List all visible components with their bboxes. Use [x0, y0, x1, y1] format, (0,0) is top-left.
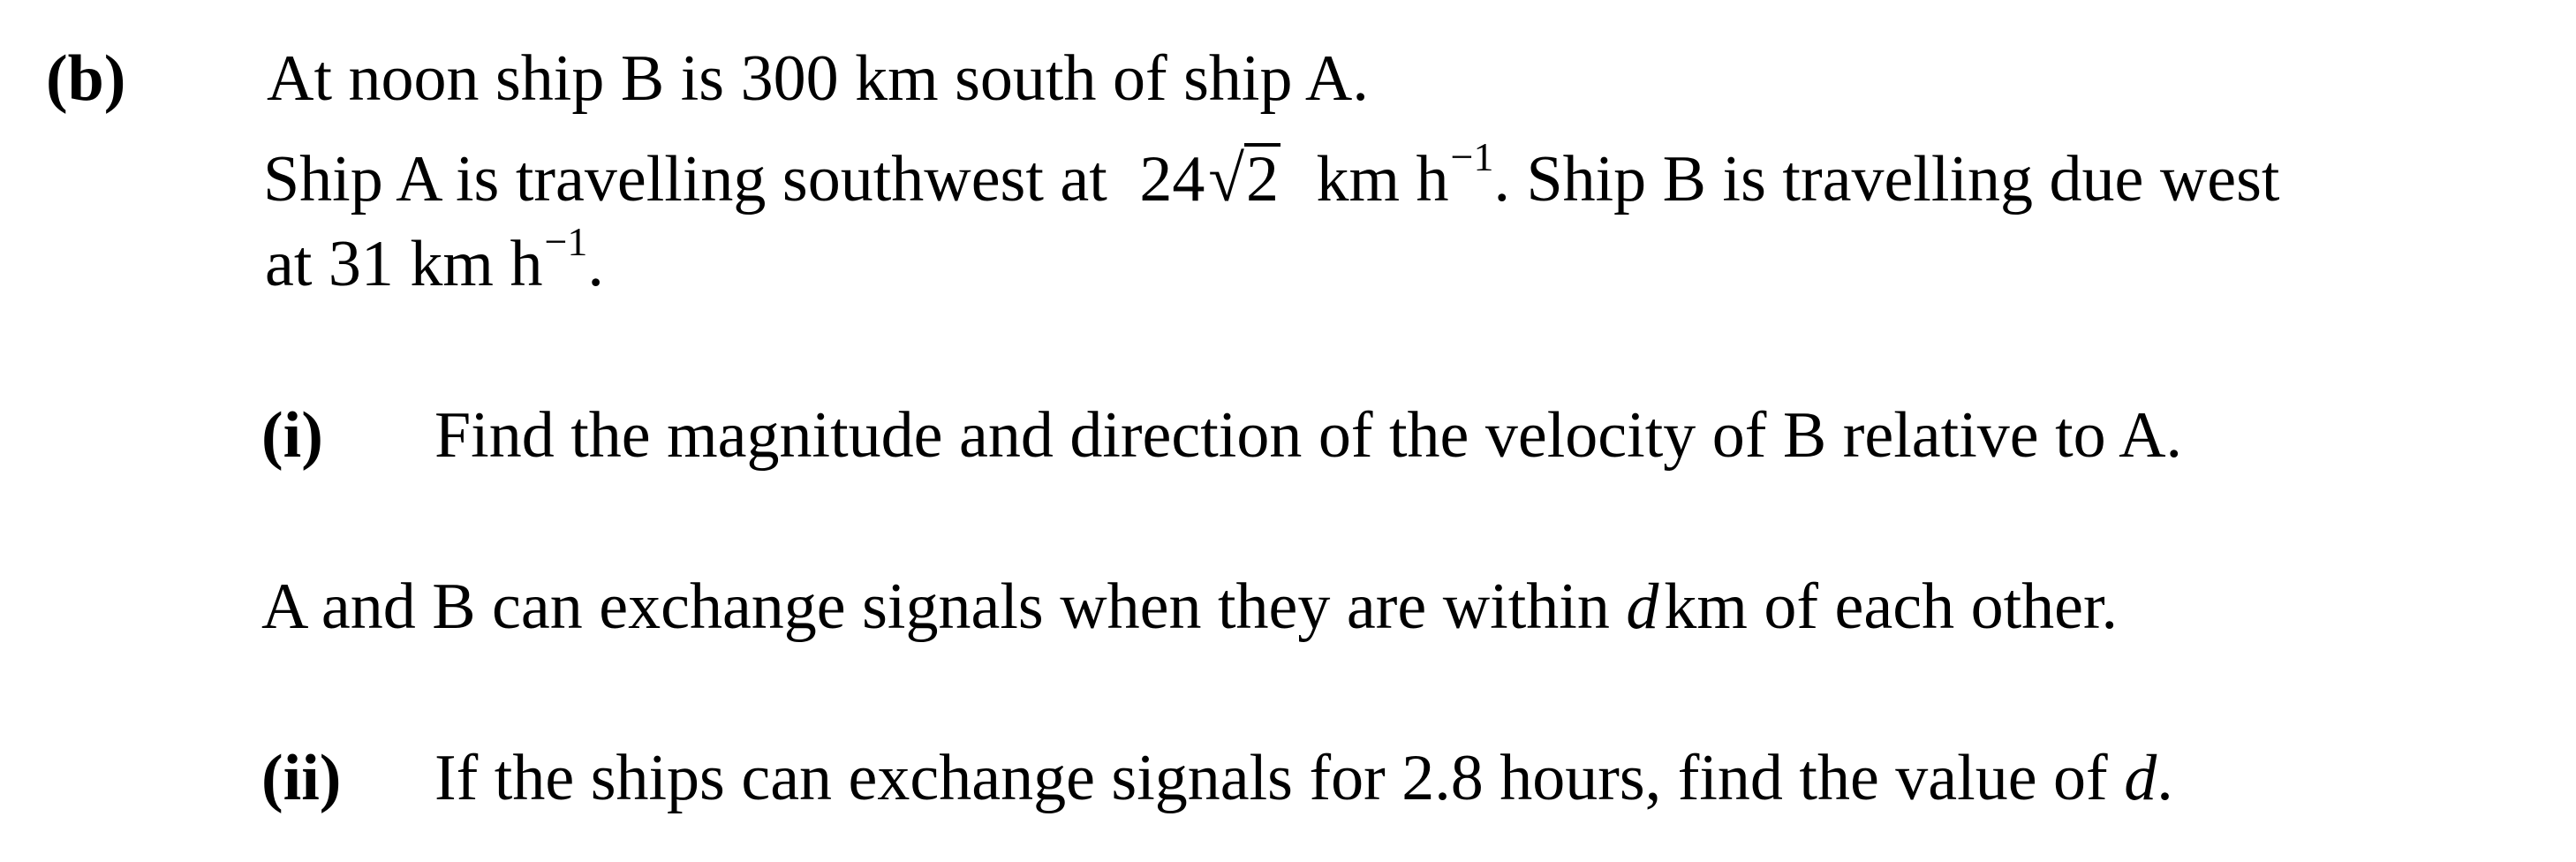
speed-expression: 24√2 [1139, 143, 1296, 216]
intro-line-3: at 31 km h−1. [265, 222, 604, 300]
condition-end: km of each other. [1664, 571, 2119, 643]
sub-ii-variable: d [2124, 742, 2157, 814]
sub-ii-text: If the ships can exchange signals for 2.… [434, 745, 2173, 811]
sub-ii-start: If the ships can exchange signals for 2.… [434, 742, 2108, 814]
speed-b-unit-exponent: −1 [544, 219, 588, 264]
radicand: 2 [1243, 143, 1280, 216]
intro-line-2-end: . Ship B is travelling due west [1493, 143, 2280, 216]
condition-variable: d [1626, 571, 1659, 643]
speed-unit: km h [1316, 143, 1449, 216]
condition-text: A and B can exchange signals when they a… [261, 574, 2118, 639]
sub-i-text: Find the magnitude and direction of the … [434, 399, 2183, 472]
square-root: √2 [1205, 143, 1280, 212]
condition-start: A and B can exchange signals when they a… [261, 571, 1610, 643]
sub-ii-label: (ii) [261, 742, 342, 814]
intro-line-3-start: at 31 km h [265, 228, 543, 300]
intro-line-3-end: . [587, 228, 604, 300]
intro-line-2: Ship A is travelling southwest at 24√2 k… [263, 137, 2279, 213]
speed-unit-exponent: −1 [1450, 134, 1494, 179]
intro-line-2-start: Ship A is travelling southwest at [263, 143, 1107, 216]
part-label: (b) [46, 42, 126, 115]
speed-coefficient: 24 [1139, 143, 1205, 216]
sub-i-label: (i) [261, 399, 323, 472]
sub-ii-end: . [2157, 742, 2173, 814]
intro-line-1: At noon ship B is 300 km south of ship A… [267, 42, 1369, 115]
radical-sign: √ [1208, 143, 1244, 216]
